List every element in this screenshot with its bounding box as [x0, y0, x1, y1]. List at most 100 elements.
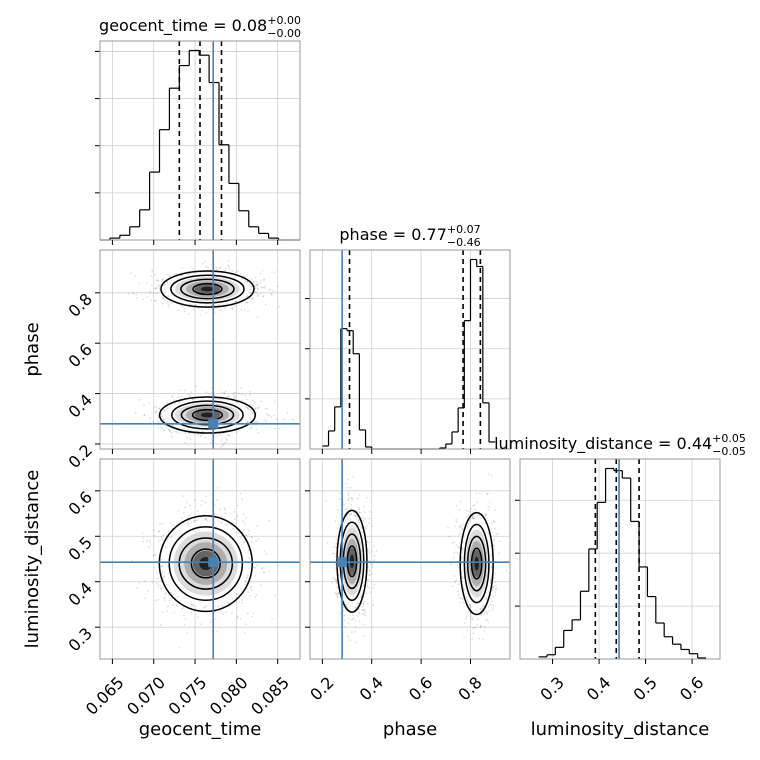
scatter-point — [373, 559, 375, 562]
scatter-point — [178, 646, 181, 649]
scatter-point — [194, 385, 197, 388]
scatter-point — [159, 624, 162, 626]
scatter-point — [352, 614, 354, 616]
scatter-point — [159, 283, 162, 286]
scatter-point — [194, 499, 197, 501]
scatter-point — [189, 429, 192, 432]
scatter-point — [184, 432, 187, 435]
scatter-point — [243, 632, 246, 635]
panel-title-geocent_time: geocent_time = 0.08+0.00 −0.00 — [99, 14, 301, 40]
scatter-point — [351, 497, 353, 499]
scatter-point — [227, 264, 229, 266]
panel-frame-geocent_time — [99, 40, 301, 241]
scatter-point — [154, 287, 157, 289]
scatter-point — [190, 605, 193, 608]
contour-geocent_time-phase-0-0 — [192, 282, 223, 296]
scatter-point — [149, 292, 151, 294]
scatter-point — [172, 399, 175, 401]
scatter-point — [331, 552, 334, 555]
scatter-point — [354, 515, 357, 518]
scatter-point — [249, 587, 251, 590]
scatter-point — [216, 499, 219, 502]
scatter-point — [184, 389, 187, 392]
scatter-point — [349, 486, 352, 489]
scatter-point — [233, 396, 236, 399]
scatter-point — [225, 439, 228, 442]
contour-geocent_time-luminosity_distance-0-0 — [190, 548, 221, 579]
scatter-point — [475, 492, 477, 494]
scatter-point — [250, 288, 253, 291]
scatter-point — [474, 609, 477, 612]
scatter-point — [368, 541, 370, 544]
scatter-point — [485, 513, 487, 516]
scatter-point — [268, 414, 271, 417]
scatter-point — [362, 608, 364, 611]
scatter-point — [347, 618, 350, 620]
scatter-point — [362, 517, 364, 519]
scatter-point — [263, 571, 266, 574]
scatter-point — [354, 630, 356, 633]
scatter-point — [170, 302, 173, 304]
scatter-point — [127, 293, 130, 295]
scatter-point — [355, 606, 358, 609]
scatter-point — [167, 306, 170, 308]
scatter-point — [222, 613, 225, 615]
scatter-point — [334, 520, 337, 522]
contour-geocent_time-phase-1-3 — [158, 396, 256, 434]
scatter-point — [204, 518, 207, 520]
scatter-point — [176, 309, 179, 312]
scatter-point — [197, 307, 200, 310]
scatter-point — [201, 310, 204, 312]
scatter-point — [225, 611, 228, 614]
scatter-point — [245, 301, 248, 304]
scatter-point — [369, 570, 371, 573]
scatter-point — [148, 539, 151, 541]
scatter-point — [135, 297, 138, 299]
scatter-point — [224, 390, 227, 393]
scatter-point — [162, 534, 165, 537]
scatter-point — [232, 391, 235, 394]
scatter-point — [245, 517, 247, 519]
scatter-point — [181, 305, 184, 307]
scatter-point — [226, 601, 229, 604]
scatter-point — [260, 286, 263, 289]
scatter-point — [356, 516, 359, 519]
scatter-point — [265, 552, 268, 555]
scatter-point — [199, 434, 202, 437]
scatter-point — [365, 592, 368, 595]
scatter-point — [251, 536, 253, 538]
scatter-point — [364, 611, 367, 614]
scatter-point — [354, 605, 357, 608]
scatter-point — [178, 400, 181, 403]
scatter-point — [358, 608, 360, 611]
scatter-point — [337, 509, 340, 511]
scatter-point — [215, 266, 217, 269]
scatter-point — [216, 435, 219, 438]
panel-title-name: luminosity_distance — [494, 434, 653, 454]
scatter-point — [166, 610, 168, 612]
scatter-point — [259, 272, 262, 275]
panel-title-plus: +0.05 — [712, 432, 746, 445]
scatter-point — [151, 581, 154, 584]
scatter-point — [143, 413, 146, 416]
scatter-point — [205, 265, 208, 268]
panel-title-minus: −0.00 — [267, 27, 301, 40]
scatter-point — [180, 524, 183, 527]
scatter-point — [262, 571, 265, 573]
scatter-point — [256, 525, 259, 527]
scatter-point — [154, 299, 156, 302]
scatter-point — [254, 408, 257, 410]
scatter-point — [209, 493, 212, 496]
scatter-point — [205, 391, 208, 393]
scatter-point — [161, 572, 163, 575]
scatter-point — [154, 288, 157, 290]
scatter-point — [146, 296, 149, 298]
scatter-point — [239, 492, 242, 495]
panel-title-equals: = — [208, 16, 232, 35]
scatter-point — [358, 493, 361, 496]
scatter-point — [346, 507, 349, 510]
scatter-point — [256, 564, 259, 567]
scatter-point — [162, 418, 165, 420]
scatter-point — [233, 396, 235, 399]
scatter-point — [162, 578, 165, 581]
